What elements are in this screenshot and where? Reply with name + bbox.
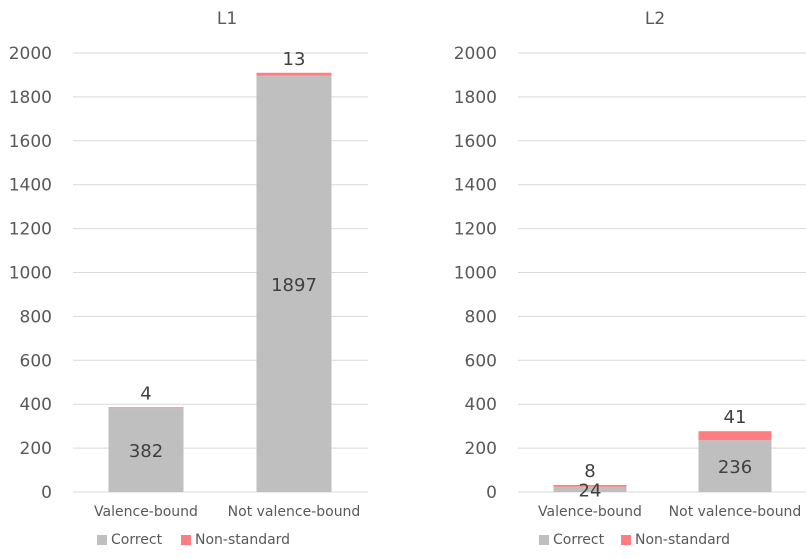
x-category-label: Valence-bound xyxy=(94,504,198,520)
y-tick-label: 1400 xyxy=(454,176,497,196)
legend-swatch-correct xyxy=(539,535,549,545)
data-label-non-standard: 8 xyxy=(584,461,595,482)
y-tick-label: 1200 xyxy=(454,220,497,240)
legend-swatch-non-standard xyxy=(181,535,191,545)
bar-correct xyxy=(698,440,772,492)
y-tick-label: 2000 xyxy=(9,44,52,64)
y-tick-label: 0 xyxy=(41,483,52,503)
data-label-non-standard: 4 xyxy=(140,383,151,404)
data-label-correct: 382 xyxy=(129,441,163,462)
y-tick-label: 1600 xyxy=(454,132,497,152)
y-tick-label: 200 xyxy=(465,439,497,459)
data-label-correct: 236 xyxy=(718,457,752,478)
legend-label-correct: Correct xyxy=(553,532,605,548)
bar-correct xyxy=(553,486,627,492)
data-label-non-standard: 13 xyxy=(283,49,306,70)
bar-non-standard xyxy=(256,72,332,76)
x-category-label: Not valence-bound xyxy=(669,504,802,520)
y-tick-label: 600 xyxy=(20,351,52,371)
y-tick-label: 0 xyxy=(486,483,497,503)
bar-correct xyxy=(256,75,332,493)
bar-non-standard xyxy=(698,431,772,441)
bar-non-standard xyxy=(553,484,627,487)
legend-label-correct: Correct xyxy=(111,532,163,548)
x-category-label: Not valence-bound xyxy=(228,504,361,520)
y-tick-label: 1800 xyxy=(9,88,52,108)
legend-label-non-standard: Non-standard xyxy=(635,532,730,548)
y-tick-label: 1000 xyxy=(454,264,497,284)
y-tick-label: 1400 xyxy=(9,176,52,196)
chart-title: L1 xyxy=(217,9,237,29)
data-label-correct: 1897 xyxy=(271,275,317,296)
y-tick-label: 400 xyxy=(20,395,52,415)
legend-swatch-correct xyxy=(97,535,107,545)
y-tick-label: 600 xyxy=(465,351,497,371)
y-tick-label: 400 xyxy=(465,395,497,415)
y-tick-label: 800 xyxy=(465,307,497,327)
y-tick-label: 1200 xyxy=(9,220,52,240)
y-tick-label: 800 xyxy=(20,307,52,327)
bar-non-standard xyxy=(108,407,184,409)
legend-label-non-standard: Non-standard xyxy=(195,532,290,548)
y-tick-label: 2000 xyxy=(454,44,497,64)
chart-panel-l1: 0 200 400 600 800 1000 1200 1400 1600 1800 2000 L1 3… xyxy=(9,9,368,548)
x-category-label: Valence-bound xyxy=(538,504,642,520)
y-tick-label: 1600 xyxy=(9,132,52,152)
bar-correct xyxy=(108,408,184,492)
y-tick-label: 200 xyxy=(20,439,52,459)
data-label-correct: 24 xyxy=(579,480,602,501)
data-label-non-standard: 41 xyxy=(724,407,747,428)
chart-title: L2 xyxy=(645,9,665,29)
y-tick-label: 1000 xyxy=(9,264,52,284)
legend-swatch-non-standard xyxy=(621,535,631,545)
chart-panel-l2: 0 200 400 600 800 1000 1200 1400 1600 1800 2000 L2 2… xyxy=(454,9,806,548)
y-tick-label: 1800 xyxy=(454,88,497,108)
